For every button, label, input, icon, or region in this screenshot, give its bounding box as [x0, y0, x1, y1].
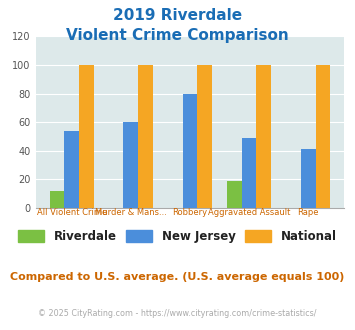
Bar	[64, 131, 79, 208]
Bar	[50, 191, 64, 208]
Text: Violent Crime Comparison: Violent Crime Comparison	[66, 28, 289, 43]
Text: © 2025 CityRating.com - https://www.cityrating.com/crime-statistics/: © 2025 CityRating.com - https://www.city…	[38, 309, 317, 317]
Text: Compared to U.S. average. (U.S. average equals 100): Compared to U.S. average. (U.S. average …	[10, 272, 345, 282]
Legend: Riverdale, New Jersey, National: Riverdale, New Jersey, National	[14, 225, 341, 248]
Bar	[138, 65, 153, 208]
Text: 2019 Riverdale: 2019 Riverdale	[113, 8, 242, 23]
Bar	[256, 65, 271, 208]
Bar	[182, 93, 197, 208]
Bar	[197, 65, 212, 208]
Text: All Violent Crime: All Violent Crime	[37, 208, 107, 217]
Bar	[242, 138, 256, 208]
Text: Aggravated Assault: Aggravated Assault	[208, 208, 290, 217]
Bar	[79, 65, 94, 208]
Text: Murder & Mans...: Murder & Mans...	[95, 208, 167, 217]
Text: Rape: Rape	[297, 208, 319, 217]
Bar	[227, 181, 242, 208]
Text: Robbery: Robbery	[173, 208, 207, 217]
Bar	[316, 65, 330, 208]
Bar	[301, 149, 316, 208]
Bar	[124, 122, 138, 208]
